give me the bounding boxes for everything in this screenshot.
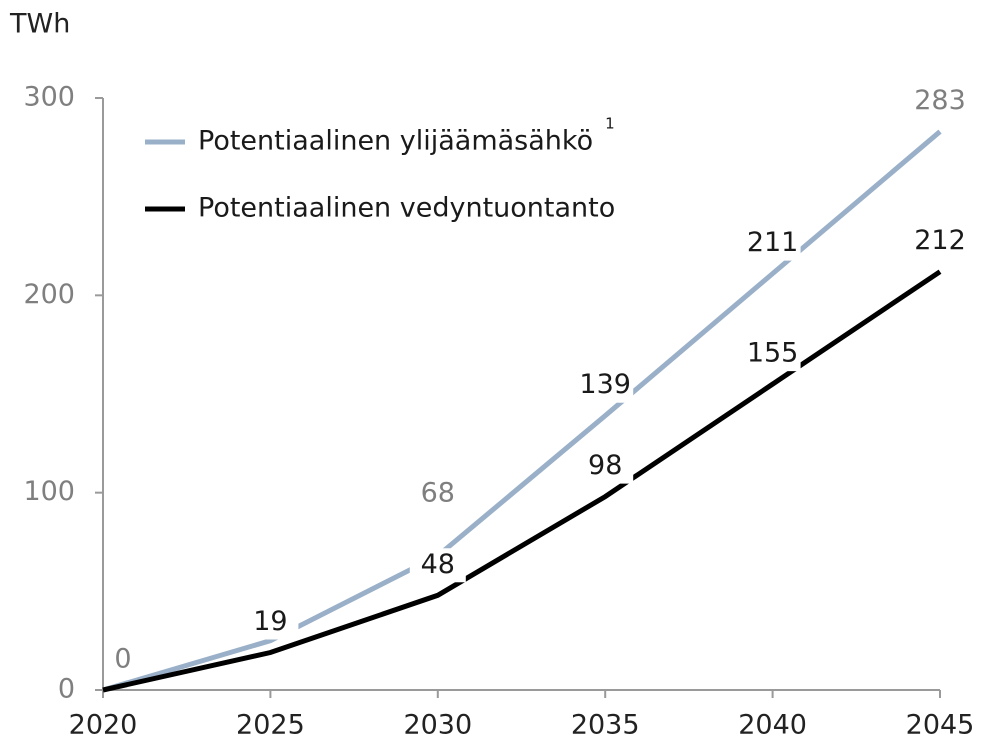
x-tick-label: 2035	[571, 710, 640, 741]
legend-label: Potentiaalinen vedyntuontanto	[198, 193, 615, 224]
label-bg	[744, 337, 801, 372]
label-bg	[242, 605, 299, 640]
label-bg	[409, 548, 466, 583]
x-tick-label: 2045	[906, 710, 975, 741]
data-label: 19	[253, 606, 287, 637]
data-label: 0	[114, 644, 131, 675]
y-tick-label: 300	[23, 82, 75, 113]
legend-note: 1	[605, 115, 615, 133]
x-tick-label: 2040	[738, 710, 807, 741]
label-bg	[577, 449, 634, 484]
x-tick-label: 2030	[403, 710, 472, 741]
y-tick-label: 100	[23, 476, 75, 507]
label-bg	[409, 476, 466, 511]
y-axis-label: TWh	[9, 9, 70, 40]
data-label: 155	[747, 338, 799, 369]
label-bg	[577, 368, 634, 403]
data-label: 139	[579, 369, 631, 400]
data-label: 212	[914, 225, 966, 256]
data-label: 48	[421, 549, 455, 580]
data-label: 98	[588, 450, 622, 481]
legend-label: Potentiaalinen ylijäämäsähkö	[198, 126, 593, 157]
line	[102, 269, 942, 693]
data-label: 211	[747, 227, 799, 258]
y-tick-label: 0	[58, 674, 75, 705]
y-tick-label: 200	[23, 279, 75, 310]
label-bg	[744, 226, 801, 261]
x-tick-label: 2020	[69, 710, 138, 741]
data-label: 68	[421, 477, 455, 508]
data-label: 283	[914, 85, 966, 116]
x-tick-label: 2025	[236, 710, 305, 741]
